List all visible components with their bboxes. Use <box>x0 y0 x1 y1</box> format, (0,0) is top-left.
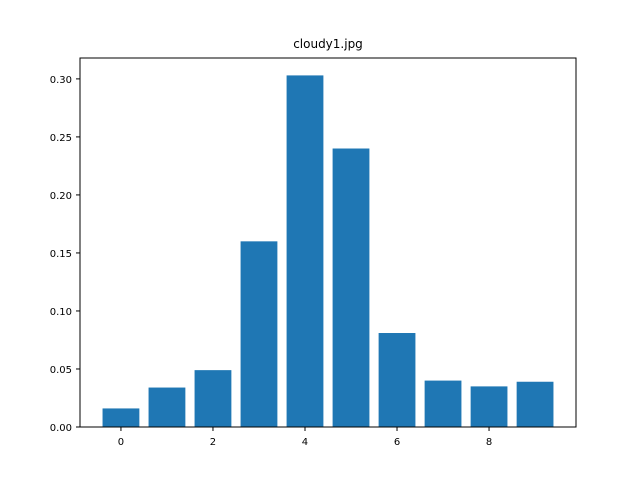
bar-1 <box>148 387 186 427</box>
bar-0 <box>102 408 140 427</box>
bar-7 <box>424 380 462 427</box>
y-tick-label: 0.20 <box>50 191 72 202</box>
y-tick-label: 0.25 <box>50 133 72 144</box>
y-tick-label: 0.00 <box>50 423 72 434</box>
x-axis: 0 2 4 6 8 <box>118 427 492 448</box>
x-tick-label: 6 <box>394 437 400 448</box>
y-tick-label: 0.30 <box>50 75 72 86</box>
chart-title: cloudy1.jpg <box>293 37 363 51</box>
bar-3 <box>240 241 278 427</box>
bar-9 <box>516 381 554 427</box>
x-tick-label: 2 <box>210 437 216 448</box>
y-axis: 0.00 0.05 0.10 0.15 0.20 0.25 0.30 <box>50 75 80 434</box>
y-tick-label: 0.10 <box>50 307 72 318</box>
x-tick-label: 4 <box>302 437 308 448</box>
bar-5 <box>332 148 370 427</box>
plot-frame <box>79 57 577 428</box>
bar-8 <box>470 386 508 427</box>
bar-2 <box>194 370 232 427</box>
y-tick-label: 0.05 <box>50 365 72 376</box>
bar-6 <box>378 333 416 427</box>
bar-4 <box>286 75 324 427</box>
bars-group <box>102 75 554 427</box>
y-tick-label: 0.15 <box>50 249 72 260</box>
x-tick-label: 8 <box>486 437 492 448</box>
x-tick-label: 0 <box>118 437 124 448</box>
